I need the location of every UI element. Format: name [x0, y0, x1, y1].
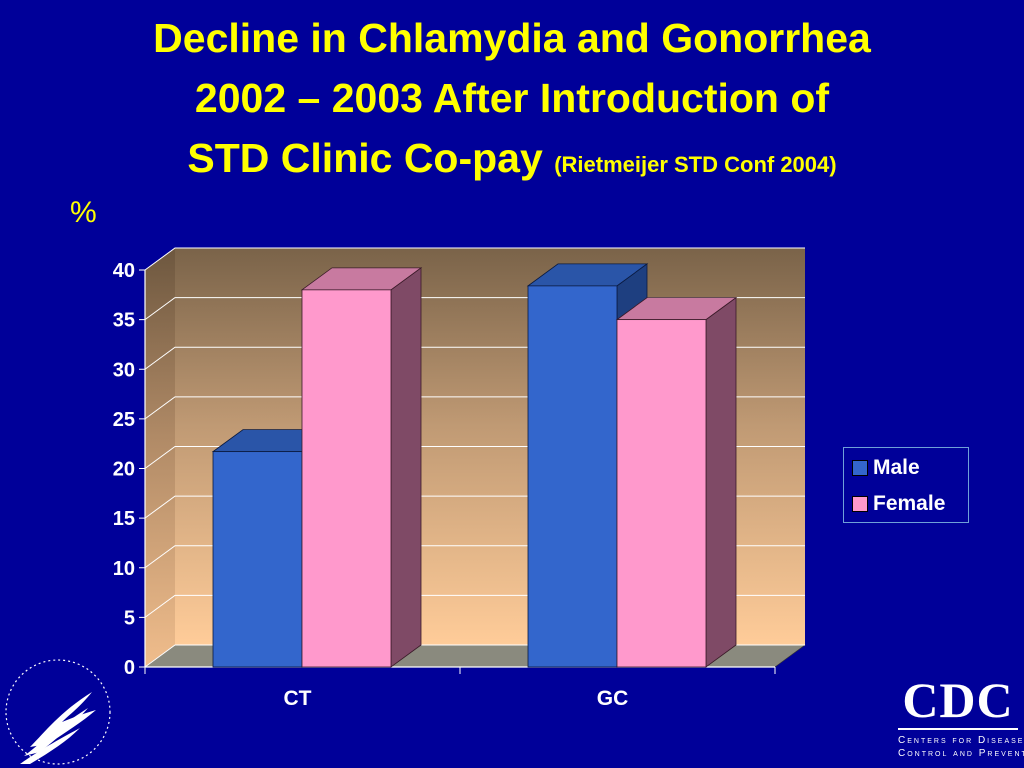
cdc-tagline-2: Control and Prevention	[898, 748, 1024, 759]
cdc-tagline-1: Centers for Disease	[898, 735, 1024, 746]
bar-side-female-ct	[390, 267, 422, 668]
slide-title: Decline in Chlamydia and Gonorrhea 2002 …	[0, 8, 1024, 195]
y-tick-label: 0	[124, 657, 135, 679]
legend-label-female: Female	[873, 492, 946, 515]
legend-swatch-female	[852, 496, 868, 512]
y-tick-label: 35	[113, 310, 135, 332]
title-line-1: Decline in Chlamydia and Gonorrhea	[153, 15, 871, 61]
y-tick-label: 40	[113, 260, 135, 282]
hhs-eagle-logo	[5, 659, 111, 765]
bar-male-gc	[527, 285, 618, 668]
x-tick-label-ct: CT	[284, 687, 312, 710]
citation: (Rietmeijer STD Conf 2004)	[554, 152, 837, 177]
bar-female-gc	[616, 319, 707, 668]
y-tick-label: 15	[113, 508, 135, 530]
unit-label: %	[70, 196, 97, 229]
legend-swatch-male	[852, 460, 868, 476]
y-tick-label: 10	[113, 558, 135, 580]
title-line-2: 2002 – 2003 After Introduction of	[194, 75, 830, 121]
bar-female-ct	[301, 289, 392, 668]
y-tick-label: 25	[113, 409, 135, 431]
y-tick-label: 30	[113, 359, 135, 381]
legend-label-male: Male	[873, 456, 920, 479]
legend-item-male: Male	[852, 456, 920, 480]
legend-item-female: Female	[852, 492, 945, 516]
cdc-logo: CDC Centers for Disease Control and Prev…	[898, 672, 1024, 760]
title-line-3: STD Clinic Co-pay	[187, 135, 543, 181]
bar-male-ct	[212, 451, 303, 668]
gridline	[144, 247, 805, 271]
chart-legend: Male Female	[843, 447, 969, 523]
bar-side-female-gc	[705, 296, 737, 668]
y-tick-label: 20	[113, 459, 135, 481]
x-tick-label-gc: GC	[597, 687, 629, 710]
cdc-wordmark: CDC	[898, 672, 1018, 730]
y-tick-label: 5	[124, 607, 135, 629]
